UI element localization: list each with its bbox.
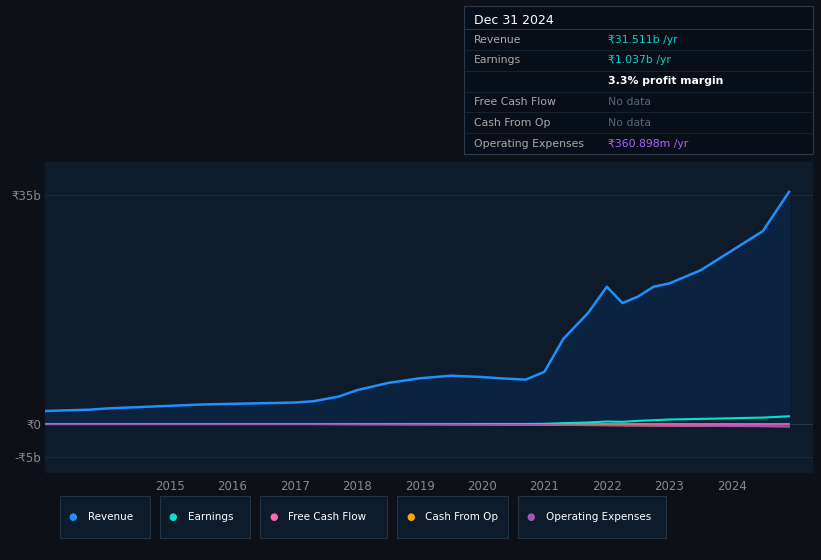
Text: ●: ●	[69, 512, 77, 521]
Text: Cash From Op: Cash From Op	[425, 512, 498, 521]
Text: Operating Expenses: Operating Expenses	[474, 138, 584, 148]
Text: ●: ●	[169, 512, 177, 521]
Text: ●: ●	[527, 512, 535, 521]
Text: ₹31.511b /yr: ₹31.511b /yr	[608, 35, 677, 45]
Text: ₹360.898m /yr: ₹360.898m /yr	[608, 138, 688, 148]
Text: Revenue: Revenue	[474, 35, 521, 45]
Text: ●: ●	[269, 512, 277, 521]
Text: Dec 31 2024: Dec 31 2024	[474, 15, 553, 27]
Text: Earnings: Earnings	[188, 512, 233, 521]
Text: Free Cash Flow: Free Cash Flow	[474, 97, 556, 107]
Text: No data: No data	[608, 118, 650, 128]
Text: Revenue: Revenue	[88, 512, 133, 521]
Text: 3.3% profit margin: 3.3% profit margin	[608, 76, 723, 86]
Text: Operating Expenses: Operating Expenses	[546, 512, 651, 521]
Text: Cash From Op: Cash From Op	[474, 118, 550, 128]
Text: Free Cash Flow: Free Cash Flow	[288, 512, 366, 521]
Text: ₹1.037b /yr: ₹1.037b /yr	[608, 55, 671, 66]
Text: Earnings: Earnings	[474, 55, 521, 66]
Text: ●: ●	[406, 512, 415, 521]
Text: No data: No data	[608, 97, 650, 107]
